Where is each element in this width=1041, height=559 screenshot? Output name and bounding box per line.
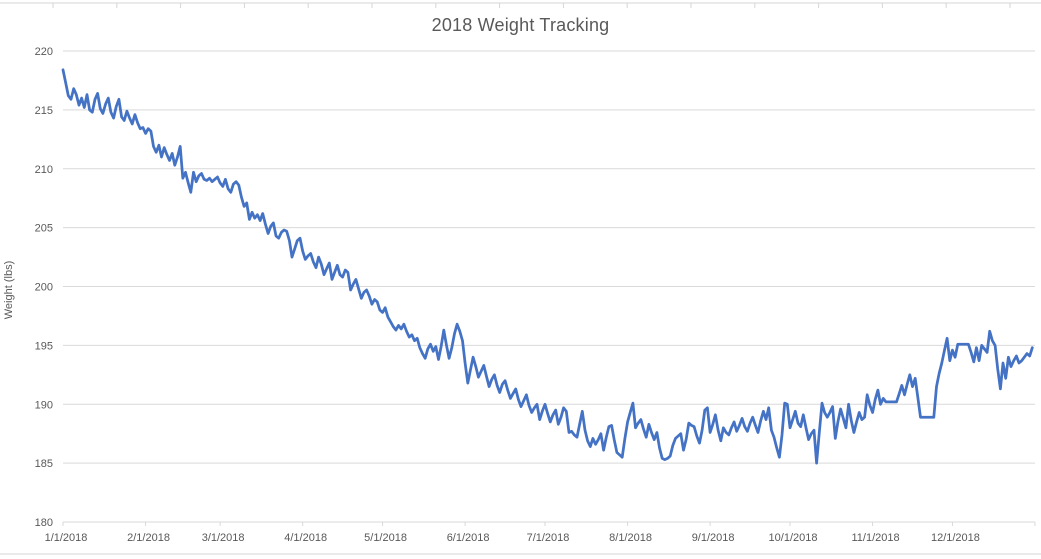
y-tick-label: 195 [35, 340, 53, 352]
x-tick-label: 11/1/2018 [851, 532, 899, 544]
y-tick-label: 180 [35, 517, 53, 529]
x-tick-label: 12/1/2018 [931, 532, 980, 544]
chart-title: 2018 Weight Tracking [431, 15, 610, 35]
x-tick-label: 1/1/2018 [45, 532, 88, 544]
x-tick-label: 6/1/2018 [447, 532, 490, 544]
y-tick-label: 190 [35, 399, 53, 411]
y-tick-label: 185 [35, 458, 53, 470]
x-tick-label: 2/1/2018 [127, 532, 170, 544]
x-tick-label: 4/1/2018 [284, 532, 327, 544]
weight-series-line [61, 68, 1034, 465]
y-tick-label: 210 [35, 164, 53, 176]
weight-chart-object[interactable]: 2018 Weight Tracking Weight (lbs) 220 215… [0, 4, 1041, 554]
x-tick-label: 9/1/2018 [692, 532, 735, 544]
x-tick-label: 10/1/2018 [769, 532, 818, 544]
plot-area: 220 215 210 205 200 195 190 185 180 1/1/2018 2/1/2… [35, 46, 1036, 544]
y-tick-label: 220 [35, 46, 53, 58]
x-tick-label: 3/1/2018 [202, 532, 245, 544]
x-tick-label: 8/1/2018 [609, 532, 652, 544]
y-tick-label: 200 [35, 282, 53, 294]
y-tick-label: 215 [35, 105, 53, 117]
x-tick-label: 7/1/2018 [527, 532, 570, 544]
y-tick-label: 205 [35, 223, 53, 235]
x-tick-label: 5/1/2018 [364, 532, 407, 544]
